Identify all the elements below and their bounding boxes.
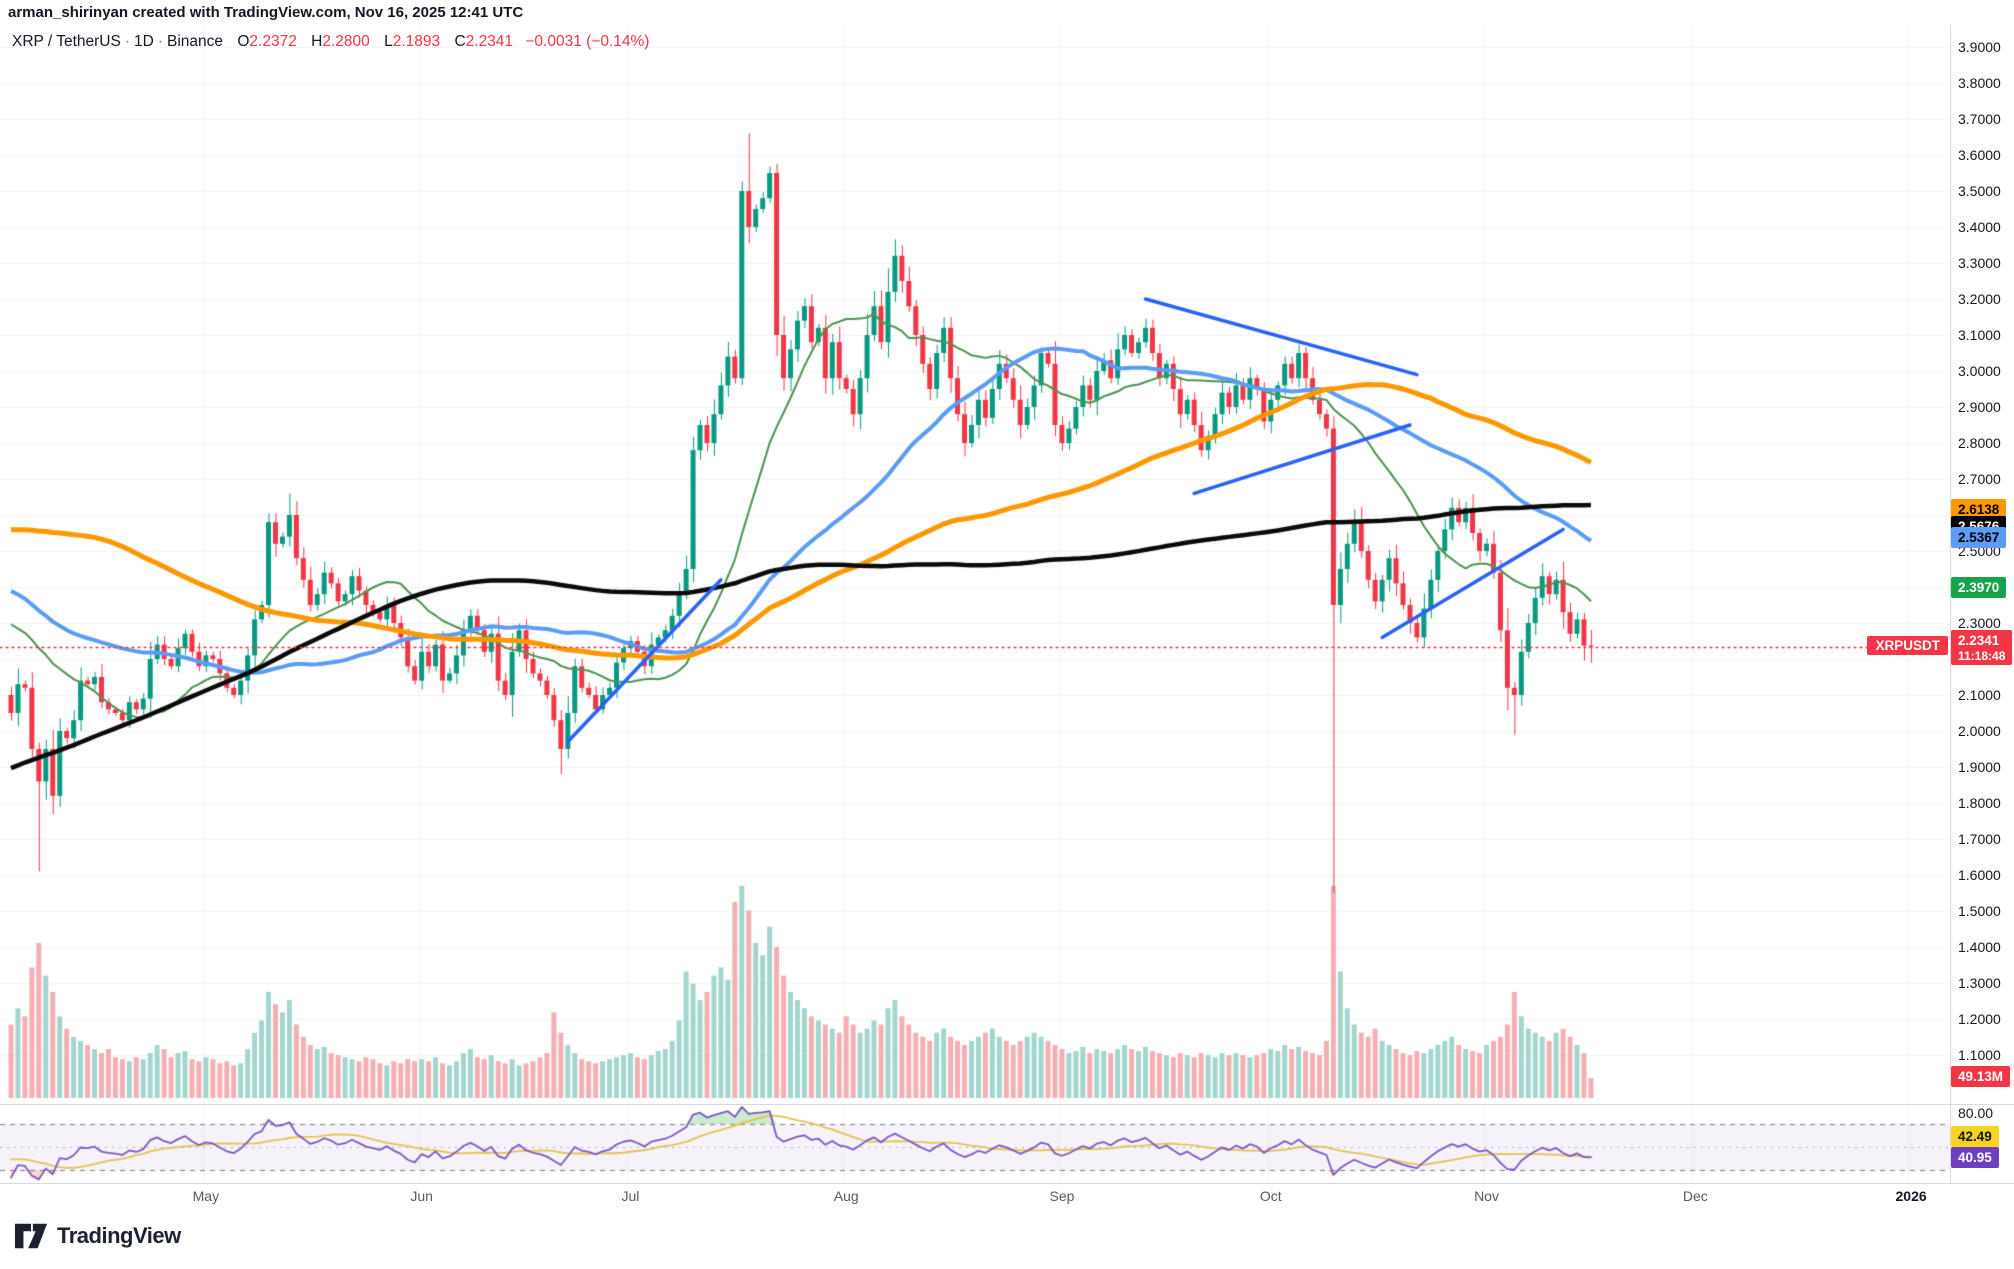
legend-separator: ·: [157, 33, 164, 50]
price-tick-label: 1.8000: [1958, 795, 2001, 811]
last-price-label: 2.2341 11:18:48: [1951, 629, 2013, 665]
change-value: −0.0031 (−0.14%): [525, 33, 650, 50]
time-tick-label: Jul: [621, 1188, 640, 1204]
price-tick-label: 2.8000: [1958, 435, 2001, 451]
price-tick-label: 3.1000: [1958, 327, 2001, 343]
high-label: H: [311, 33, 323, 50]
rsi-ma-value-label: 42.49: [1951, 1126, 1999, 1148]
exchange-label[interactable]: Binance: [167, 33, 224, 50]
price-tick-label: 3.9000: [1958, 39, 2001, 55]
price-tick-label: 1.4000: [1958, 939, 2001, 955]
price-tick-label: 2.3000: [1958, 615, 2001, 631]
ma100-price-label: 2.6138: [1951, 499, 2007, 521]
symbol-price-flag: XRPUSDT: [1867, 635, 1948, 655]
price-tick-label: 2.0000: [1958, 723, 2001, 739]
volume-value-label: 49.13M: [1951, 1066, 2011, 1087]
ma50-price-label: 2.5367: [1951, 526, 2007, 548]
symbol-name[interactable]: XRP / TetherUS: [12, 33, 121, 50]
low-value: 2.1893: [392, 33, 441, 50]
time-tick-label: May: [192, 1188, 220, 1204]
price-tick-label: 3.7000: [1958, 111, 2001, 127]
price-tick-label: 1.7000: [1958, 831, 2001, 847]
time-axis-border: [0, 1183, 2014, 1184]
tradingview-logo[interactable]: TradingView: [14, 1222, 181, 1250]
time-tick-label: Dec: [1682, 1188, 1708, 1204]
price-tick-label: 3.0000: [1958, 363, 2001, 379]
interval-label[interactable]: 1D: [134, 33, 154, 50]
price-tick-label: 1.1000: [1958, 1047, 2001, 1063]
price-tick-label: 2.7000: [1958, 471, 2001, 487]
price-tick-label: 1.2000: [1958, 1011, 2001, 1027]
time-tick-label: Jun: [410, 1188, 433, 1204]
low-label: L: [384, 33, 393, 50]
price-tick-label: 1.9000: [1958, 759, 2001, 775]
time-tick-label: Sep: [1049, 1188, 1075, 1204]
price-tick-label: 1.5000: [1958, 903, 2001, 919]
price-tick-label: 3.5000: [1958, 183, 2001, 199]
bar-countdown: 11:18:48: [1958, 648, 2006, 663]
pane-separator[interactable]: [0, 1104, 2014, 1105]
ma20-price-label: 2.3970: [1951, 577, 2007, 599]
high-value: 2.2800: [322, 33, 370, 50]
open-label: O: [237, 33, 250, 50]
tradingview-logo-text: TradingView: [57, 1223, 181, 1248]
price-tick-label: 3.8000: [1958, 75, 2001, 91]
time-tick-label: Oct: [1259, 1188, 1282, 1204]
close-label: C: [454, 33, 466, 50]
price-tick-label: 1.3000: [1958, 975, 2001, 991]
time-tick-label: Aug: [833, 1188, 859, 1204]
rsi-scale-label: 80.00: [1958, 1104, 1994, 1121]
price-tick-label: 3.2000: [1958, 291, 2001, 307]
price-tick-label: 1.6000: [1958, 867, 2001, 883]
legend-separator: ·: [124, 33, 131, 50]
price-tick-label: 2.9000: [1958, 399, 2001, 415]
last-price-value: 2.2341: [1958, 632, 2000, 648]
attribution-text: arman_shirinyan created with TradingView…: [8, 4, 524, 21]
chart-legend[interactable]: XRP / TetherUS · 1D · Binance O2.2372 H2.280…: [12, 33, 649, 51]
time-tick-label: 2026: [1895, 1188, 1927, 1204]
price-tick-label: 3.3000: [1958, 255, 2001, 271]
rsi-value-label: 40.95: [1951, 1147, 1999, 1169]
tradingview-logo-icon: [14, 1223, 48, 1249]
open-value: 2.2372: [249, 33, 297, 50]
close-value: 2.2341: [465, 33, 514, 50]
price-tick-label: 2.1000: [1958, 687, 2001, 703]
time-tick-label: Nov: [1474, 1188, 1499, 1204]
price-tick-label: 3.6000: [1958, 147, 2001, 163]
price-tick-label: 3.4000: [1958, 219, 2001, 235]
price-axis-border: [1950, 25, 1951, 1183]
